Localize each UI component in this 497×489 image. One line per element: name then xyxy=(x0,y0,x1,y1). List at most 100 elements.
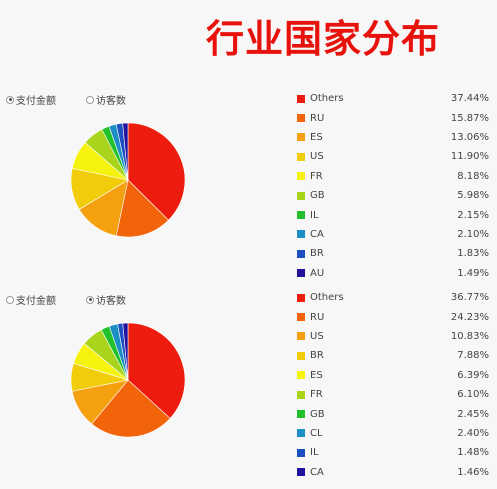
radio-dot-visitors-2[interactable] xyxy=(86,295,94,304)
legend-item[interactable]: CL 2.40% xyxy=(297,424,489,443)
pie-chart-2 xyxy=(70,322,186,438)
legend-label: CA xyxy=(310,466,324,478)
legend-value: 15.87% xyxy=(450,112,489,124)
legend-item[interactable]: BR 1.83% xyxy=(297,244,489,263)
pie-slice-ru[interactable] xyxy=(115,179,169,238)
legend-value: 13.06% xyxy=(450,131,489,143)
legend-swatch xyxy=(297,371,305,380)
legend-label: US xyxy=(310,151,324,163)
legend-swatch xyxy=(297,211,305,220)
legend-value: 2.10% xyxy=(457,228,489,240)
legend-item[interactable]: ES 13.06% xyxy=(297,128,489,147)
legend-swatch xyxy=(297,230,305,239)
legend-item[interactable]: CA 1.46% xyxy=(297,463,489,482)
legend-swatch xyxy=(297,172,305,181)
legend-label: GB xyxy=(310,408,325,420)
legend-label: BR xyxy=(310,248,324,260)
legend-value: 2.40% xyxy=(457,427,489,439)
legend-value: 6.10% xyxy=(457,389,489,401)
legend-label: FR xyxy=(310,389,323,401)
legend-item[interactable]: ES 6.39% xyxy=(297,366,489,385)
metric-toggle-2: 支付金额 访客数 xyxy=(6,292,126,307)
legend-label: FR xyxy=(310,170,323,182)
legend-swatch xyxy=(297,152,305,161)
legend-swatch xyxy=(297,249,305,258)
legend-value: 24.23% xyxy=(450,311,489,323)
radio-dot-amount-2[interactable] xyxy=(6,295,14,304)
legend-swatch xyxy=(297,94,305,103)
radio-dot-amount-1[interactable] xyxy=(6,95,14,104)
radio-label-visitors-1: 访客数 xyxy=(96,96,126,107)
legend-value: 1.48% xyxy=(457,447,489,459)
legend-value: 8.18% xyxy=(457,170,489,182)
radio-label-amount-1: 支付金额 xyxy=(16,96,56,107)
legend-swatch xyxy=(297,133,305,142)
legend-item[interactable]: FR 6.10% xyxy=(297,385,489,404)
legend-swatch xyxy=(297,191,305,200)
legend-swatch xyxy=(297,313,305,322)
legend-value: 1.49% xyxy=(457,267,489,279)
legend-item[interactable]: US 11.90% xyxy=(297,147,489,166)
legend-item[interactable]: GB 5.98% xyxy=(297,186,489,205)
radio-label-amount-2: 支付金额 xyxy=(16,296,56,307)
legend-swatch xyxy=(297,448,305,457)
legend-swatch xyxy=(297,468,305,477)
pie-slice-ru[interactable] xyxy=(91,379,171,438)
legend-swatch xyxy=(297,410,305,419)
pie-chart-1 xyxy=(70,122,186,238)
legend-value: 1.83% xyxy=(457,248,489,260)
legend-swatch xyxy=(297,293,305,302)
legend-label: ES xyxy=(310,131,323,143)
radio-amount-1[interactable]: 支付金额 xyxy=(6,92,56,107)
legend-item[interactable]: FR 8.18% xyxy=(297,167,489,186)
legend-label: IL xyxy=(310,209,319,221)
legend-value: 36.77% xyxy=(450,292,489,304)
legend-swatch xyxy=(297,269,305,278)
metric-toggle-1: 支付金额 访客数 xyxy=(6,92,126,107)
legend-item[interactable]: CA 2.10% xyxy=(297,225,489,244)
pie-slice-others[interactable] xyxy=(127,122,186,221)
legend-label: RU xyxy=(310,311,325,323)
legend-value: 5.98% xyxy=(457,190,489,202)
legend-item[interactable]: US 10.83% xyxy=(297,327,489,346)
legend-label: Others xyxy=(310,292,344,304)
legend-label: BR xyxy=(310,350,324,362)
pie-slice-au[interactable] xyxy=(122,122,129,181)
legend-item[interactable]: IL 1.48% xyxy=(297,443,489,462)
pie-slice-others[interactable] xyxy=(127,322,186,419)
legend-label: US xyxy=(310,330,324,342)
legend-swatch xyxy=(297,351,305,360)
radio-amount-2[interactable]: 支付金额 xyxy=(6,292,56,307)
legend-value: 1.46% xyxy=(457,466,489,478)
legend-item[interactable]: Others 36.77% xyxy=(297,288,489,307)
legend-swatch xyxy=(297,390,305,399)
legend-item[interactable]: RU 24.23% xyxy=(297,307,489,326)
legend-label: GB xyxy=(310,190,325,202)
legend-label: Others xyxy=(310,93,344,105)
legend-item[interactable]: Others 37.44% xyxy=(297,89,489,108)
radio-visitors-1[interactable]: 访客数 xyxy=(86,92,126,107)
legend-value: 10.83% xyxy=(450,330,489,342)
legend-item[interactable]: IL 2.15% xyxy=(297,205,489,224)
legend-value: 11.90% xyxy=(450,151,489,163)
legend-item[interactable]: BR 7.88% xyxy=(297,346,489,365)
legend-1: Others 37.44% RU 15.87% ES 13.06% US 11.90% FR 8.… xyxy=(297,89,489,283)
radio-dot-visitors-1[interactable] xyxy=(86,95,94,104)
legend-2: Others 36.77% RU 24.23% US 10.83% BR 7.88% ES 6.3… xyxy=(297,288,489,482)
legend-label: CL xyxy=(310,427,323,439)
radio-label-visitors-2: 访客数 xyxy=(96,296,126,307)
legend-label: CA xyxy=(310,228,324,240)
legend-value: 2.15% xyxy=(457,209,489,221)
legend-item[interactable]: AU 1.49% xyxy=(297,264,489,283)
legend-value: 37.44% xyxy=(450,93,489,105)
legend-swatch xyxy=(297,429,305,438)
pie-slice-ca[interactable] xyxy=(122,322,129,381)
legend-swatch xyxy=(297,332,305,341)
legend-item[interactable]: GB 2.45% xyxy=(297,404,489,423)
legend-label: RU xyxy=(310,112,325,124)
radio-visitors-2[interactable]: 访客数 xyxy=(86,292,126,307)
legend-item[interactable]: RU 15.87% xyxy=(297,108,489,127)
legend-value: 6.39% xyxy=(457,369,489,381)
page-title: 行业国家分布 xyxy=(206,17,441,61)
legend-swatch xyxy=(297,114,305,123)
